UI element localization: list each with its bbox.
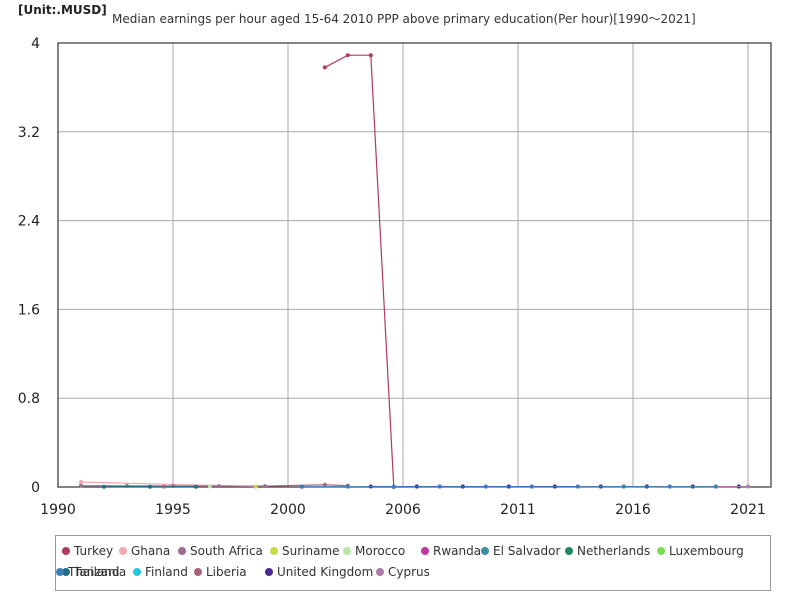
legend-marker (56, 568, 64, 576)
legend-item-tanzania: Tanzania (62, 565, 126, 579)
legend-label: Suriname (282, 544, 340, 558)
data-point-south-africa (79, 483, 83, 488)
x-tick-label: 1995 (155, 502, 191, 518)
legend-label: United Kingdom (277, 565, 374, 579)
unit-label: [Unit:.MUSD] (18, 3, 107, 17)
legend-marker (565, 547, 573, 555)
data-point-thailand (575, 484, 580, 489)
data-point-south-africa (322, 482, 327, 487)
legend-item-morocco: Morocco (343, 544, 405, 558)
legend-item-thailand: Thailand (56, 565, 120, 579)
x-tick-label: 1990 (40, 502, 76, 518)
data-point-thailand (529, 484, 534, 489)
data-point-tanzania (102, 484, 106, 489)
legend-item-luxembourg: Luxembourg (657, 544, 744, 558)
y-tick-label: 4 (31, 36, 40, 52)
y-tick-label: 2.4 (18, 214, 40, 230)
data-point-south-africa (171, 484, 175, 489)
x-tick-label: 2011 (500, 502, 536, 518)
data-point-south-africa (263, 484, 267, 489)
data-point-turkey (322, 65, 327, 70)
y-tick-label: 0 (31, 480, 40, 496)
legend-label: Morocco (355, 544, 406, 558)
legend-marker (657, 547, 665, 555)
data-point-thailand (299, 484, 304, 489)
legend-label: Finland (145, 565, 188, 579)
data-point-ghana (79, 480, 83, 485)
chart-title: Median earnings per hour aged 15-64 2010… (112, 12, 696, 26)
legend-item-finland: Finland (133, 565, 188, 579)
legend-item-liberia: Liberia (194, 565, 247, 579)
legend-label: Luxembourg (669, 544, 744, 558)
legend-label: Ghana (131, 544, 171, 558)
data-point-turkey (345, 53, 350, 58)
data-point-thailand (437, 484, 442, 489)
data-point-thailand (713, 484, 718, 489)
x-tick-label: 2021 (730, 502, 766, 518)
legend-label: Thailand (68, 565, 120, 579)
data-point-tanzania (194, 484, 198, 489)
legend-marker (178, 547, 186, 555)
y-tick-label: 3.2 (18, 125, 40, 141)
chart-legend: Turkey Ghana South Africa Suriname Morocco Rw… (55, 535, 771, 591)
legend-label: Netherlands (577, 544, 651, 558)
legend-marker (62, 547, 70, 555)
legend-item-suriname: Suriname (270, 544, 340, 558)
legend-item-ghana: Ghana (119, 544, 170, 558)
legend-item-turkey: Turkey (62, 544, 113, 558)
legend-marker (265, 568, 273, 576)
legend-marker (421, 547, 429, 555)
series-line-turkey (324, 54, 395, 488)
data-point-morocco (207, 484, 212, 489)
legend-marker (133, 568, 141, 576)
legend-item-cyprus: Cyprus (376, 565, 430, 579)
legend-item-el-salvador: El Salvador (481, 544, 560, 558)
data-point-suriname (253, 484, 258, 489)
legend-item-rwanda: Rwanda (421, 544, 481, 558)
legend-label: Rwanda (433, 544, 482, 558)
x-tick-label: 2000 (270, 502, 306, 518)
legend-item-south-africa: South Africa (178, 544, 263, 558)
legend-label: Tanzania (74, 565, 127, 579)
legend-label: Liberia (206, 565, 247, 579)
legend-marker (481, 547, 489, 555)
legend-item-united-kingdom: United Kingdom (265, 565, 373, 579)
data-point-liberia (161, 484, 166, 489)
line-chart: 1990 1995 2000 2006 2011 2016 2021 0 0.8 1.6 2.4 3.… (18, 36, 772, 518)
legend-label: Cyprus (388, 565, 430, 579)
legend-marker (376, 568, 384, 576)
data-point-thailand (621, 484, 626, 489)
data-point-thailand (667, 484, 672, 489)
y-tick-label: 1.6 (18, 302, 40, 318)
data-point-thailand (391, 484, 396, 489)
legend-marker (343, 547, 351, 555)
data-point-turkey (368, 53, 373, 58)
legend-label: South Africa (190, 544, 263, 558)
plot-area (58, 43, 771, 487)
data-point-tanzania (148, 484, 152, 489)
x-tick-label: 2016 (615, 502, 651, 518)
legend-label: Turkey (74, 544, 114, 558)
legend-label: El Salvador (493, 544, 561, 558)
x-tick-label: 2006 (385, 502, 421, 518)
data-point-south-africa (217, 484, 221, 489)
data-point-thailand (483, 484, 488, 489)
legend-marker (270, 547, 278, 555)
legend-marker (194, 568, 202, 576)
data-point-cyprus (746, 484, 750, 489)
legend-marker (62, 568, 70, 576)
y-tick-label: 0.8 (18, 391, 40, 407)
legend-marker (119, 547, 127, 555)
data-point-thailand (345, 484, 350, 489)
legend-item-netherlands: Netherlands (565, 544, 650, 558)
